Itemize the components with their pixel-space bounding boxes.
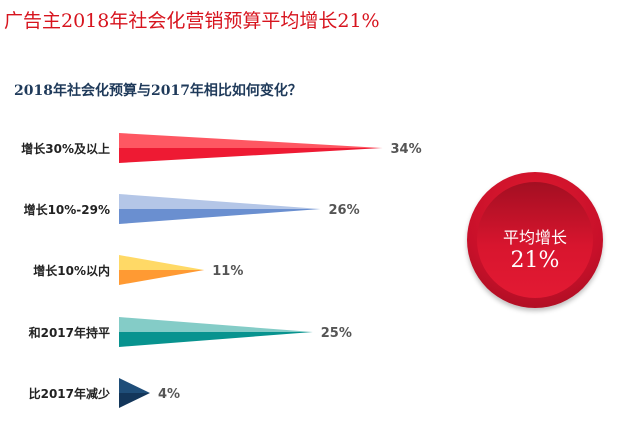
value-label: 11% — [212, 264, 243, 279]
value-label: 34% — [391, 142, 422, 157]
bar-0-bottom — [119, 148, 383, 163]
bar-2-top — [119, 255, 205, 270]
bar-2-bottom — [119, 270, 205, 285]
average-growth-badge: 平均增长 21% — [467, 172, 603, 308]
value-label: 4% — [158, 387, 180, 402]
bar-3-bottom — [119, 332, 313, 347]
category-label: 和2017年持平 — [28, 325, 110, 340]
bar-0-top — [119, 133, 383, 148]
value-label: 26% — [329, 203, 360, 218]
badge-inner: 平均增长 21% — [477, 182, 593, 298]
badge-label: 平均增长 — [502, 228, 567, 247]
bar-4-top — [119, 378, 150, 393]
badge-value: 21% — [510, 248, 560, 273]
page-title: 广告主2018年社会化营销预算平均增长21% — [4, 10, 380, 32]
bar-1-bottom — [119, 209, 321, 224]
category-label: 比2017年减少 — [29, 386, 110, 401]
bar-1-top — [119, 194, 321, 209]
value-label: 25% — [321, 326, 352, 341]
bar-3-top — [119, 317, 313, 332]
category-label: 增长30%及以上 — [21, 141, 110, 156]
category-label: 增长10%-29% — [24, 202, 110, 217]
category-label: 增长10%以内 — [33, 263, 110, 278]
chart-subtitle: 2018年社会化预算与2017年相比如何变化？ — [14, 83, 302, 99]
bar-4-bottom — [119, 393, 150, 408]
